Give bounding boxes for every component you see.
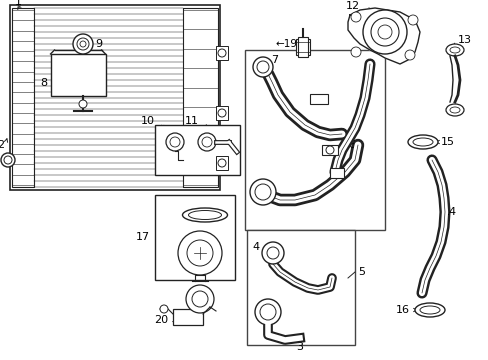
Circle shape — [218, 109, 225, 117]
Text: 6: 6 — [347, 140, 354, 150]
Bar — [183, 8, 218, 187]
Ellipse shape — [188, 211, 221, 220]
Circle shape — [257, 61, 268, 73]
Ellipse shape — [449, 107, 459, 113]
Circle shape — [178, 231, 222, 275]
Circle shape — [198, 133, 216, 151]
Circle shape — [79, 100, 87, 108]
Circle shape — [350, 12, 360, 22]
Circle shape — [350, 47, 360, 57]
Circle shape — [325, 146, 333, 154]
Text: 8: 8 — [40, 78, 47, 88]
Bar — [295, 39, 309, 55]
Text: 16: 16 — [395, 305, 409, 315]
Circle shape — [404, 50, 414, 60]
Ellipse shape — [407, 135, 437, 149]
Circle shape — [262, 242, 284, 264]
Text: 20: 20 — [154, 315, 168, 325]
Circle shape — [4, 156, 12, 164]
Bar — [10, 5, 220, 190]
Circle shape — [260, 304, 275, 320]
Text: ←19: ←19 — [275, 39, 297, 49]
Circle shape — [377, 25, 391, 39]
Polygon shape — [347, 8, 419, 64]
Circle shape — [254, 184, 270, 200]
Circle shape — [186, 240, 213, 266]
Bar — [216, 106, 227, 120]
Bar — [246, 230, 354, 345]
Text: 12: 12 — [345, 1, 359, 11]
Circle shape — [80, 41, 86, 47]
Circle shape — [165, 133, 183, 151]
Bar — [173, 309, 203, 325]
Text: 17: 17 — [136, 232, 150, 242]
Ellipse shape — [445, 44, 463, 56]
Ellipse shape — [419, 306, 439, 314]
Circle shape — [1, 153, 15, 167]
Circle shape — [77, 38, 89, 50]
Bar — [155, 125, 240, 175]
Circle shape — [160, 305, 168, 313]
Circle shape — [249, 179, 275, 205]
Circle shape — [218, 49, 225, 57]
Bar — [321, 145, 337, 155]
Circle shape — [370, 18, 398, 46]
Circle shape — [407, 15, 417, 25]
Circle shape — [170, 137, 180, 147]
Text: 18: 18 — [162, 208, 176, 218]
Text: 9: 9 — [95, 39, 102, 49]
Text: 10: 10 — [141, 116, 155, 126]
Text: 11: 11 — [184, 116, 199, 126]
Bar — [297, 37, 307, 57]
Text: 7: 7 — [270, 55, 278, 65]
Text: 2: 2 — [0, 140, 4, 150]
Ellipse shape — [414, 303, 444, 317]
Ellipse shape — [412, 138, 432, 146]
Circle shape — [202, 137, 212, 147]
Bar — [155, 195, 235, 280]
Bar — [12, 8, 34, 187]
Text: 3: 3 — [296, 342, 303, 352]
Text: 14: 14 — [442, 207, 456, 217]
Text: 4: 4 — [252, 242, 260, 252]
Bar — [309, 94, 327, 104]
Circle shape — [266, 247, 279, 259]
Text: 5: 5 — [357, 267, 364, 277]
Circle shape — [218, 159, 225, 167]
Ellipse shape — [449, 47, 459, 53]
Text: 1: 1 — [15, 0, 21, 7]
Circle shape — [252, 57, 272, 77]
Circle shape — [362, 10, 406, 54]
Circle shape — [254, 299, 281, 325]
Text: 13: 13 — [457, 35, 471, 45]
Circle shape — [185, 285, 214, 313]
Bar — [329, 168, 343, 178]
Circle shape — [73, 34, 93, 54]
Ellipse shape — [182, 208, 227, 222]
Bar — [50, 54, 105, 96]
Bar — [216, 46, 227, 60]
Bar — [244, 50, 384, 230]
Circle shape — [192, 291, 207, 307]
Ellipse shape — [445, 104, 463, 116]
Text: 15: 15 — [440, 137, 454, 147]
Bar — [216, 156, 227, 170]
